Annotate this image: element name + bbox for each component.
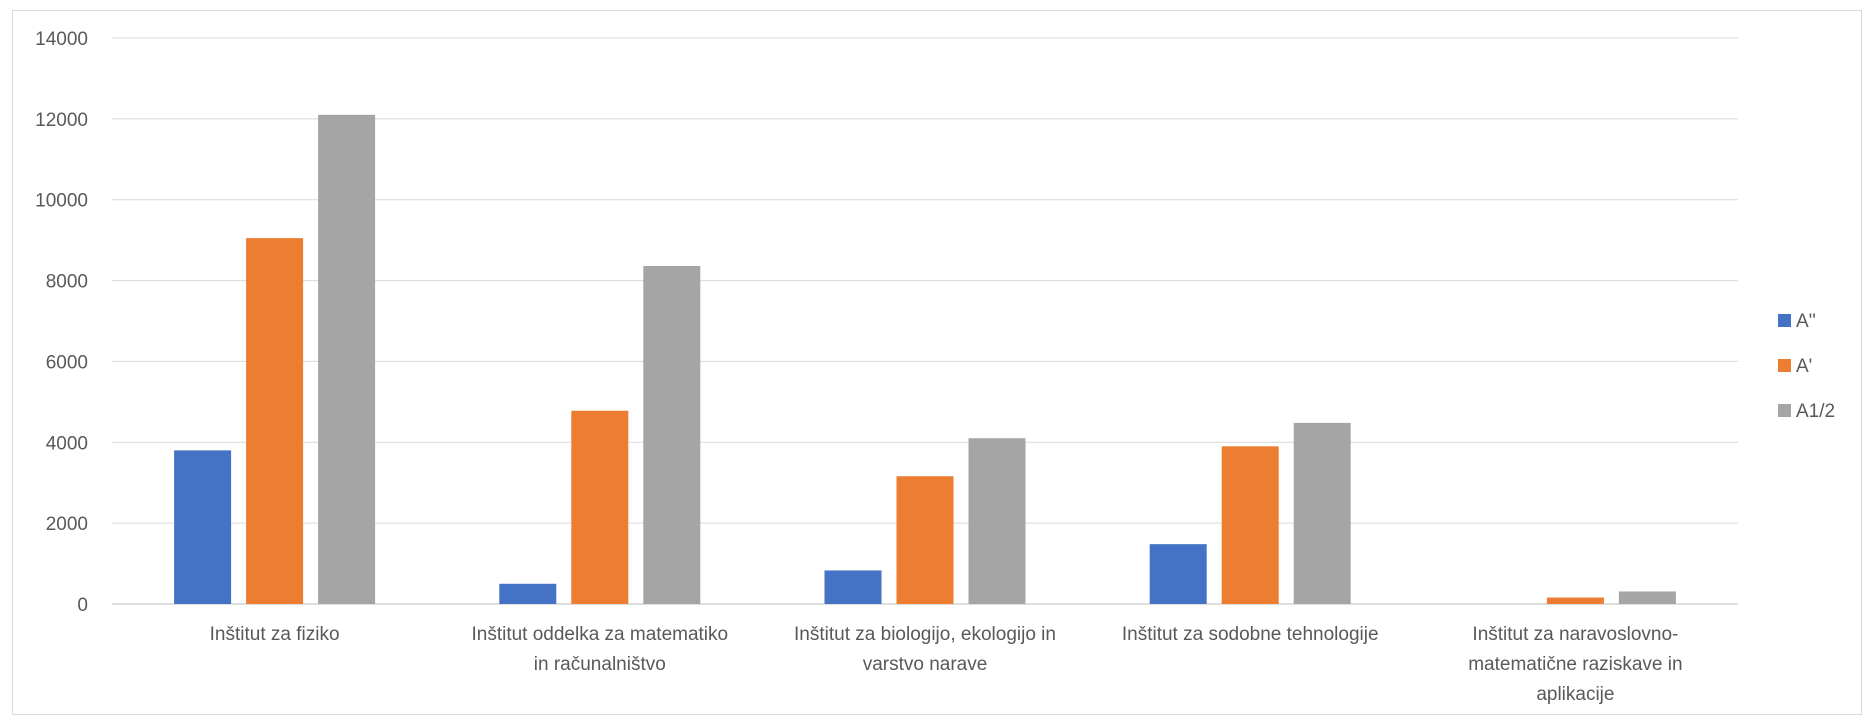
legend-swatch — [1778, 404, 1791, 417]
x-tick-label-line: in računalništvo — [534, 654, 666, 675]
bar — [1294, 423, 1351, 604]
bar — [499, 584, 556, 604]
legend-label: A' — [1796, 356, 1812, 377]
y-axis-ticks: 0 2000 4000 6000 8000 10000 12000 14000 — [35, 29, 88, 616]
bar — [1150, 544, 1207, 604]
x-tick-label: Inštitut za biologijo, ekologijo in varst… — [794, 624, 1056, 675]
y-tick-label: 4000 — [46, 433, 88, 454]
y-tick-label: 8000 — [46, 272, 88, 293]
bar — [246, 238, 303, 604]
x-tick-label-line: Inštitut oddelka za matematiko — [471, 624, 728, 645]
x-tick-label-line: Inštitut za sodobne tehnologije — [1122, 624, 1379, 645]
x-tick-label: Inštitut oddelka za matematiko in računal… — [471, 624, 728, 675]
legend-label: A1/2 — [1796, 401, 1835, 422]
x-tick-label-line: varstvo narave — [863, 654, 988, 675]
legend-swatch — [1778, 359, 1791, 372]
legend-swatch — [1778, 314, 1791, 327]
x-tick-label-line: Inštitut za naravoslovno- — [1472, 624, 1678, 645]
y-tick-label: 12000 — [35, 110, 88, 131]
y-tick-label: 6000 — [46, 352, 88, 373]
bar — [643, 266, 700, 604]
x-tick-label-line: aplikacije — [1536, 684, 1614, 705]
bar — [1222, 446, 1279, 604]
x-tick-label: Inštitut za fiziko — [210, 624, 340, 645]
x-tick-label-line: Inštitut za biologijo, ekologijo in — [794, 624, 1056, 645]
x-tick-label-line: matematične raziskave in — [1468, 654, 1682, 675]
bar — [1619, 591, 1676, 604]
y-tick-label: 2000 — [46, 514, 88, 535]
bar — [825, 570, 882, 604]
bar — [1547, 598, 1604, 604]
legend: A'' A' A1/2 — [1778, 311, 1835, 422]
bar — [318, 115, 375, 604]
y-tick-label: 14000 — [35, 29, 88, 50]
bar — [174, 450, 231, 604]
legend-label: A'' — [1796, 311, 1816, 332]
x-tick-label-line: Inštitut za fiziko — [210, 624, 340, 645]
bar — [571, 411, 628, 604]
x-axis-labels: Inštitut za fiziko Inštitut oddelka za ma… — [210, 624, 1683, 705]
bars — [174, 115, 1676, 604]
y-tick-label: 10000 — [35, 191, 88, 212]
bar — [897, 476, 954, 604]
x-tick-label: Inštitut za sodobne tehnologije — [1122, 624, 1379, 645]
x-tick-label: Inštitut za naravoslovno-matematične raz… — [1468, 624, 1682, 705]
y-tick-label: 0 — [77, 595, 88, 616]
bar — [969, 438, 1026, 604]
